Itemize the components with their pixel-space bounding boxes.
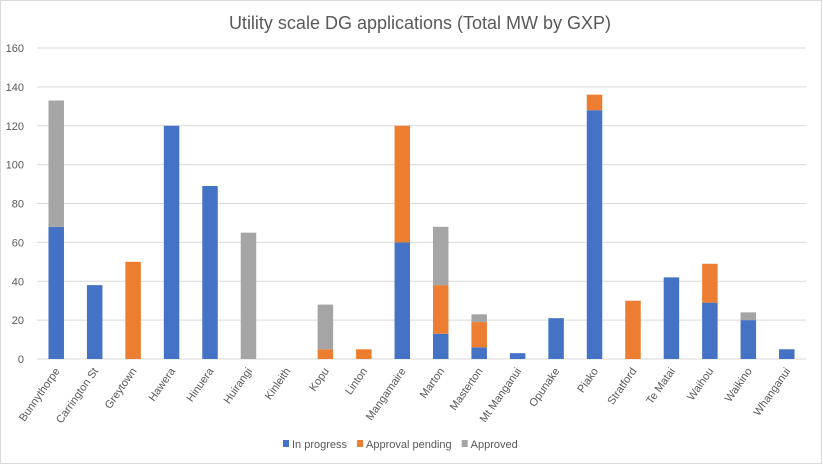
bar-segment: [586, 110, 603, 359]
bar-segment: [394, 242, 411, 359]
y-axis: 0 20 40 60 80 100 120 140 160: [6, 43, 24, 366]
bar-segment: [317, 349, 334, 359]
legend-swatch: [357, 440, 364, 447]
bar-segment: [394, 125, 411, 243]
bar-segment: [240, 232, 257, 359]
bar-segment: [625, 300, 641, 359]
y-tick-label: 120: [6, 121, 24, 133]
legend-label: Approval pending: [366, 439, 452, 451]
y-tick-label: 20: [12, 315, 24, 327]
legend: In progress Approval pending Approved: [283, 439, 518, 451]
bar-segment: [86, 285, 103, 359]
y-tick-label: 40: [12, 276, 24, 288]
bar-segment: [432, 285, 449, 334]
bar-segment: [471, 322, 487, 348]
bar-segment: [548, 318, 564, 359]
y-tick-label: 100: [6, 160, 24, 172]
bar-segment: [702, 263, 718, 303]
chart-title: Utility scale DG applications (Total MW …: [229, 13, 611, 33]
bar-segment: [586, 94, 603, 111]
bar-segment: [432, 226, 449, 286]
bar-segment: [48, 226, 64, 359]
legend-swatch: [283, 440, 289, 447]
bar-segment: [356, 349, 372, 359]
bar-segment: [509, 353, 526, 359]
bar-segment: [471, 347, 487, 359]
y-tick-label: 80: [12, 199, 24, 211]
bar-segment: [663, 277, 680, 359]
bar-segment: [740, 312, 757, 321]
y-tick-label: 0: [18, 354, 24, 366]
bar-segment: [471, 314, 487, 323]
legend-swatch: [461, 440, 468, 447]
legend-label: In progress: [292, 439, 348, 451]
y-tick-label: 60: [12, 237, 24, 249]
bar-segment: [163, 125, 180, 359]
bar-segment: [432, 333, 449, 359]
bar-segment: [317, 304, 334, 350]
bar-segment: [740, 320, 757, 359]
bars: [48, 94, 795, 359]
y-tick-label: 140: [6, 82, 24, 94]
bar-segment: [702, 302, 718, 359]
bar-segment: [202, 186, 218, 359]
bar-segment: [125, 261, 141, 359]
legend-label: Approved: [471, 439, 518, 451]
bar-segment: [779, 349, 795, 359]
bar-segment: [48, 100, 64, 227]
y-tick-label: 160: [6, 43, 24, 55]
